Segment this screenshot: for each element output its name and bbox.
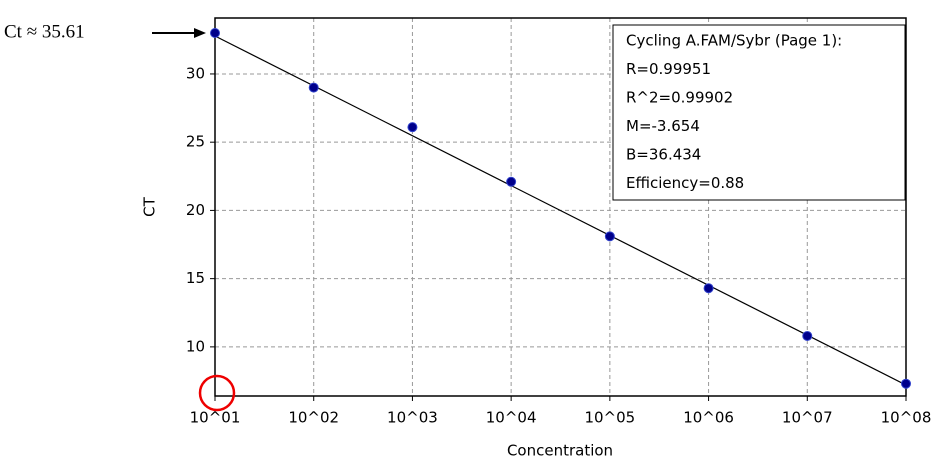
- annotation-arrowhead: [194, 28, 206, 38]
- y-axis-label: CT: [141, 196, 159, 216]
- x-tick-label: 10^04: [486, 409, 537, 427]
- y-tick-label: 20: [186, 201, 205, 219]
- highlight-circle: [200, 376, 234, 410]
- y-tick-label: 15: [186, 269, 205, 287]
- x-tick-label: 10^02: [288, 409, 339, 427]
- x-tick-label: 10^07: [782, 409, 833, 427]
- stats-line: M=-3.654: [626, 117, 700, 135]
- x-tick-label: 10^08: [881, 409, 932, 427]
- stats-line: Efficiency=0.88: [626, 174, 744, 192]
- y-tick-label: 30: [186, 64, 205, 82]
- x-axis-label: Concentration: [507, 442, 613, 460]
- point: [605, 232, 614, 241]
- stats-line: R=0.99951: [626, 60, 711, 78]
- stats-line: Cycling A.FAM/Sybr (Page 1):: [626, 32, 842, 50]
- chart: Ct ≈ 35.61 Concentration CT 10 15 20 25 30 10…: [0, 0, 934, 466]
- point: [309, 83, 318, 92]
- point: [408, 123, 417, 132]
- annotation: Ct ≈ 35.61: [4, 21, 85, 42]
- page: {"chart_data": {"type": "scatter", "x_la…: [0, 0, 934, 466]
- stats-line: R^2=0.99902: [626, 89, 733, 107]
- point: [803, 331, 812, 340]
- point: [704, 284, 713, 293]
- stats-line: B=36.434: [626, 146, 701, 164]
- x-tick-label: 10^01: [190, 409, 241, 427]
- y-tick-label: 25: [186, 133, 205, 151]
- point: [211, 29, 220, 38]
- x-tick-label: 10^06: [683, 409, 734, 427]
- point: [902, 379, 911, 388]
- x-tick-label: 10^03: [387, 409, 438, 427]
- y-tick-label: 10: [186, 337, 205, 355]
- x-tick-label: 10^05: [584, 409, 635, 427]
- point: [507, 177, 516, 186]
